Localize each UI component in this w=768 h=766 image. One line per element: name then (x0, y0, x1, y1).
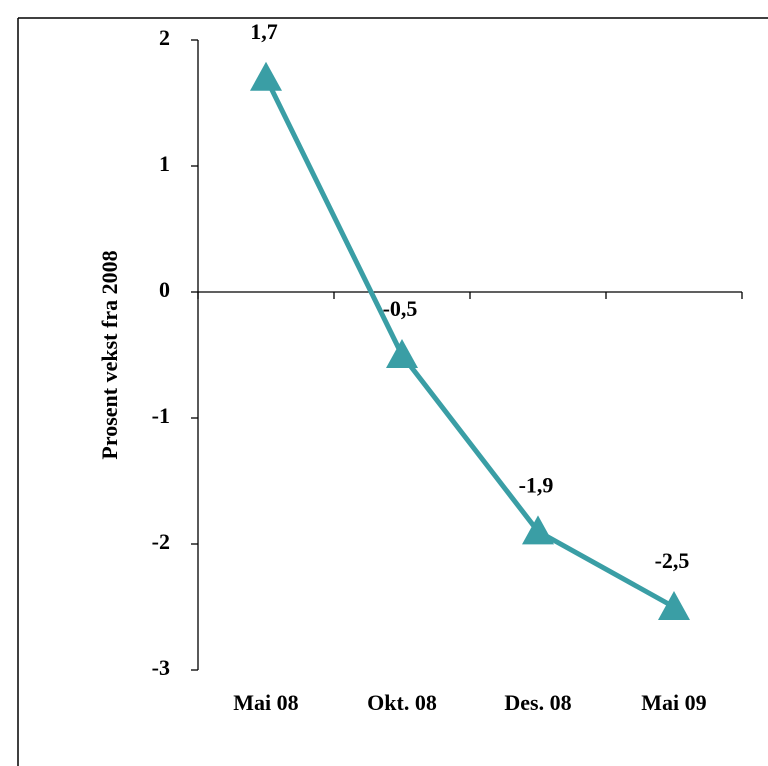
x-tick-label: Mai 08 (233, 690, 298, 715)
y-tick-label: -1 (152, 403, 170, 428)
data-label: -2,5 (655, 548, 690, 573)
y-tick-label: 0 (159, 277, 170, 302)
x-tick-label: Des. 08 (504, 690, 571, 715)
marker (522, 515, 554, 545)
marker (386, 339, 418, 368)
x-tick-label: Mai 09 (641, 690, 706, 715)
data-label: -1,9 (519, 472, 554, 497)
y-tick-label: -3 (152, 655, 170, 680)
y-tick-label: 1 (159, 151, 170, 176)
marker (250, 61, 282, 91)
y-tick-label: -2 (152, 529, 170, 554)
series-line (263, 76, 676, 610)
data-label: 1,7 (250, 19, 278, 44)
x-tick-label: Okt. 08 (367, 690, 437, 715)
marker (658, 591, 690, 620)
y-axis-label: Prosent vekst fra 2008 (97, 250, 122, 459)
data-label: -0,5 (383, 296, 418, 321)
y-tick-label: 2 (159, 25, 170, 50)
